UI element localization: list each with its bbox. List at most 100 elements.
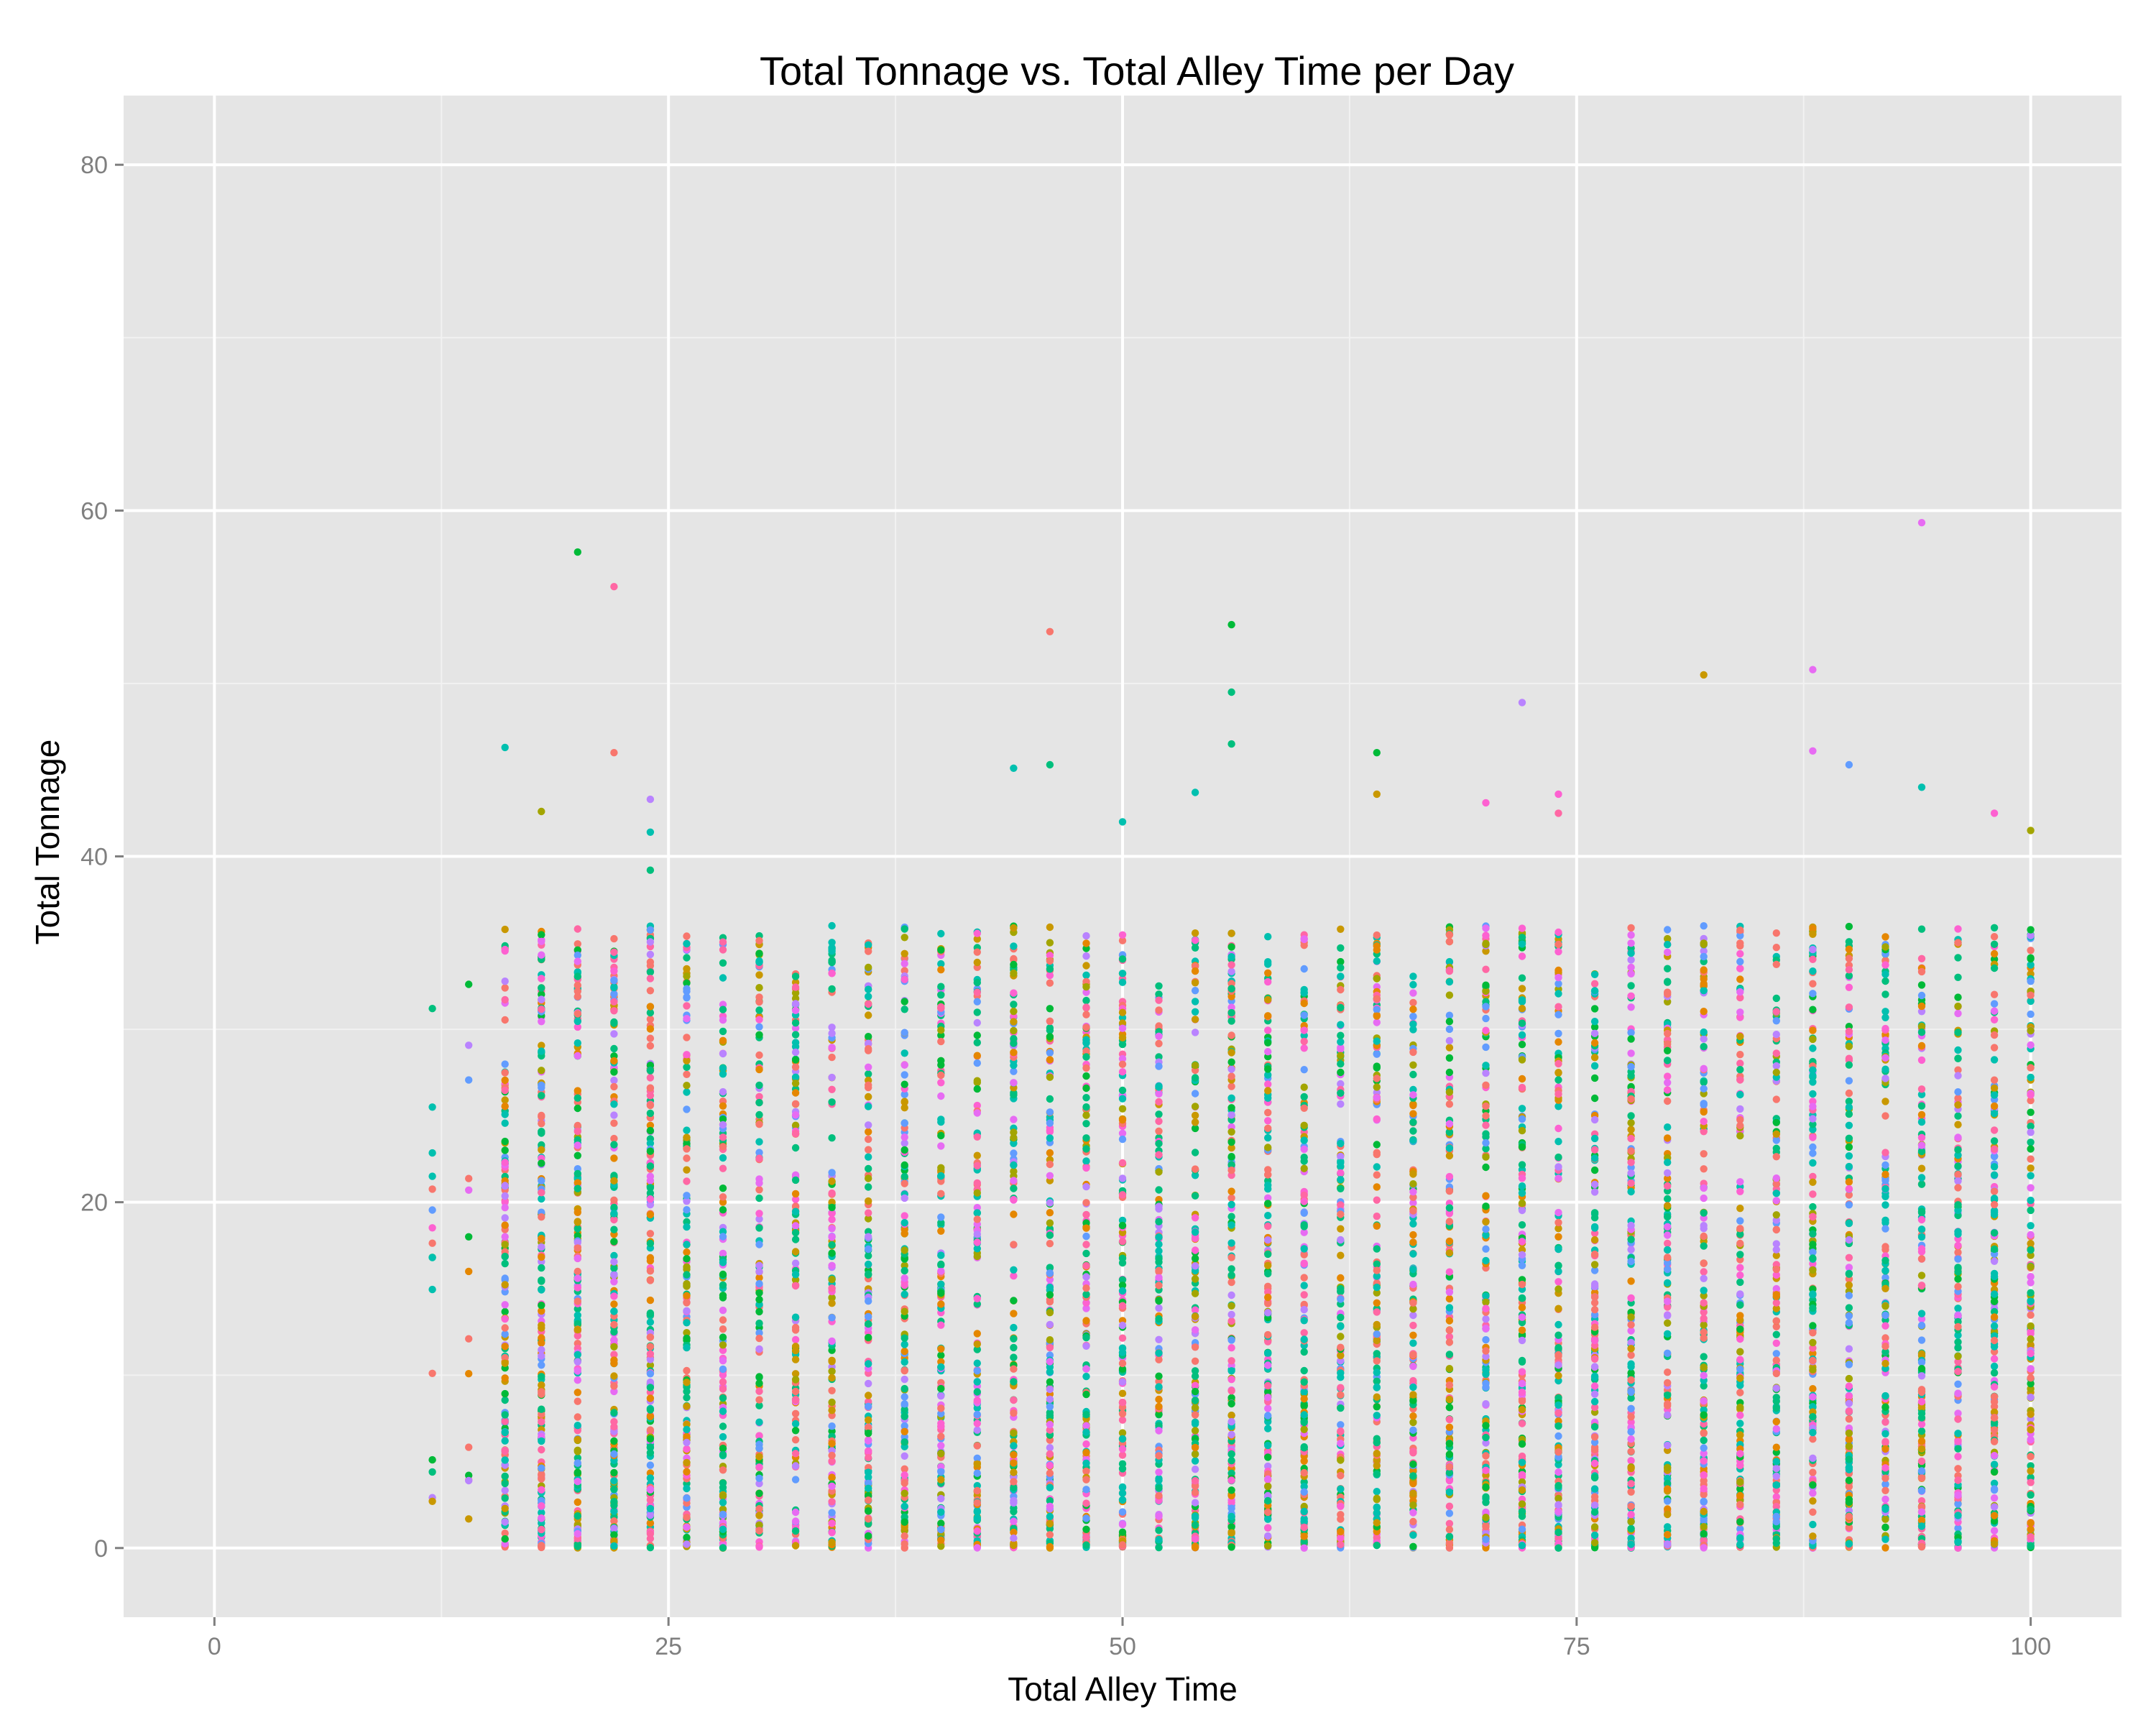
data-point [646,1008,655,1017]
data-point [610,1210,618,1218]
data-point [1700,1523,1708,1531]
data-point [1409,1460,1417,1468]
data-point [501,1472,509,1481]
data-point [1700,1497,1708,1506]
data-point [1627,1147,1635,1155]
data-point [865,1252,872,1260]
data-point [1736,1356,1744,1363]
data-point [646,1310,655,1318]
data-point [1300,1457,1308,1466]
data-point [1590,1282,1599,1291]
data-point [1191,1450,1199,1458]
data-point [1082,932,1090,940]
data-point [937,1409,945,1418]
data-point [1518,1199,1526,1208]
data-point [1590,970,1599,979]
data-point [1518,1206,1526,1215]
data-point [1010,1000,1018,1008]
data-point [1191,1457,1199,1465]
data-point [828,1085,836,1094]
data-point [501,1428,509,1437]
data-point [1627,1294,1635,1302]
data-point [538,1253,545,1261]
data-point [1046,1073,1054,1081]
data-point [1337,1440,1345,1448]
data-point [1554,1208,1562,1217]
data-point [937,1190,945,1198]
data-point [828,1473,836,1481]
data-point [900,1432,908,1441]
data-point [1082,1219,1090,1227]
data-point [1118,1508,1127,1516]
data-point [1046,1519,1054,1528]
data-point [1627,1511,1635,1519]
data-point [1227,1138,1235,1146]
data-point [683,1166,691,1174]
data-point [1482,1121,1490,1129]
data-point [900,1146,908,1154]
data-point [1118,1174,1127,1182]
data-point [937,960,945,968]
data-point [573,1121,581,1130]
data-point [1627,1072,1635,1080]
data-point [501,1494,509,1502]
data-point [1445,1525,1454,1534]
data-point [1373,1171,1381,1179]
data-point [1373,1149,1381,1157]
data-point [573,1244,581,1252]
data-point [1046,1291,1054,1299]
data-point [1590,1508,1599,1516]
data-point [973,1101,982,1110]
data-point [1445,1237,1454,1246]
data-point [1554,1069,1562,1077]
data-point [1046,1385,1054,1394]
data-point [791,1236,800,1243]
data-point [937,1118,945,1126]
data-point [1191,937,1199,944]
data-point [1554,973,1562,982]
data-point [1300,1366,1308,1375]
data-point [828,1482,836,1490]
data-point [1554,1352,1562,1360]
data-point [1664,1040,1672,1048]
data-point [501,1456,509,1464]
data-point [937,1031,945,1039]
data-point [791,1376,800,1384]
data-point [973,1078,982,1087]
data-point [1337,1456,1345,1464]
data-point [937,1519,945,1527]
data-point [1191,1016,1199,1024]
data-point [1300,1136,1308,1144]
data-point [1264,1087,1272,1095]
data-point [1264,1441,1272,1450]
data-point [1482,1218,1490,1226]
data-point [1482,1483,1490,1491]
data-point [1264,1144,1272,1151]
data-point [610,967,618,975]
data-point [501,925,509,934]
data-point [1191,1418,1199,1427]
data-point [501,1389,509,1398]
data-point [1337,1210,1345,1218]
data-point [828,1509,836,1517]
data-point [538,1277,545,1285]
data-point [900,1212,908,1220]
data-point [1373,995,1381,1003]
data-point [755,1092,763,1101]
data-point [1590,1459,1599,1468]
data-point [1373,1435,1381,1443]
data-point [683,1070,691,1079]
data-point [755,1098,763,1107]
data-point [1010,1266,1018,1274]
data-point [1590,1236,1599,1244]
data-point [1118,1254,1127,1263]
data-point [900,925,908,933]
data-point [1373,1213,1381,1220]
data-point [538,1464,545,1472]
data-point [900,1274,908,1282]
data-point [791,995,800,1003]
data-point [1445,1351,1454,1358]
data-point [937,1251,945,1259]
data-point [538,1120,545,1128]
data-point [828,1422,836,1430]
